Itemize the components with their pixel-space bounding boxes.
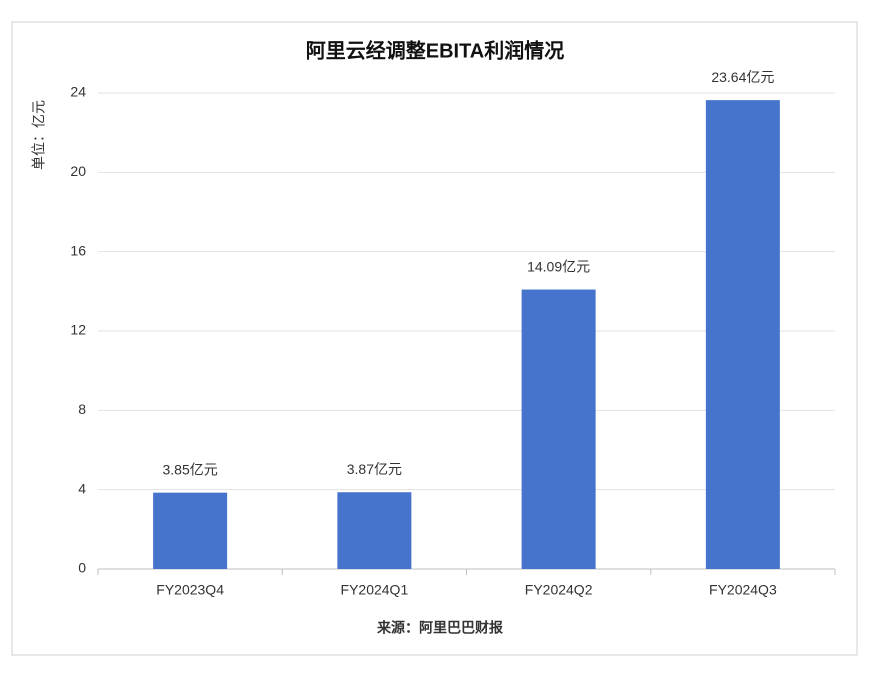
y-tick-label: 16	[70, 242, 86, 258]
y-tick-label: 8	[78, 401, 86, 417]
bar	[521, 289, 596, 569]
x-tick-label: FY2023Q4	[156, 582, 224, 598]
x-tick-label: FY2024Q1	[341, 582, 409, 598]
y-tick-label: 20	[70, 163, 86, 179]
y-tick-label: 0	[78, 560, 86, 576]
y-tick-label: 12	[70, 322, 86, 338]
bar	[337, 492, 412, 569]
x-tick-label: FY2024Q2	[525, 582, 593, 598]
bar	[153, 492, 228, 569]
value-label: 3.87亿元	[347, 461, 402, 477]
y-axis-label: 单位：亿元	[31, 100, 47, 170]
bar	[705, 100, 780, 569]
value-label: 3.85亿元	[163, 461, 218, 477]
y-tick-label: 24	[70, 84, 86, 100]
value-label: 23.64亿元	[711, 69, 774, 85]
value-label: 14.09亿元	[527, 258, 590, 274]
chart-title: 阿里云经调整EBITA利润情况	[306, 38, 565, 62]
y-tick-label: 4	[78, 480, 86, 496]
x-tick-label: FY2024Q3	[709, 582, 777, 598]
source-note: 来源：阿里巴巴财报	[376, 620, 503, 636]
